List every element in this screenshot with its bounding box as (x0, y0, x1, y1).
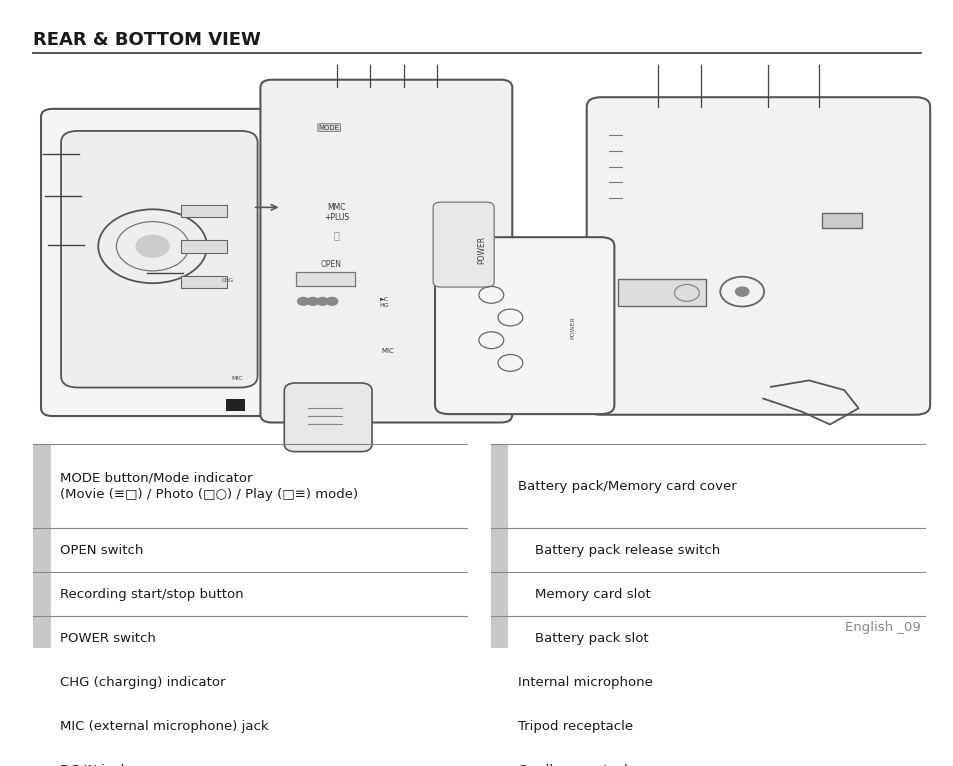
Text: REAR & BOTTOM VIEW: REAR & BOTTOM VIEW (33, 31, 261, 48)
Bar (181, 205, 227, 217)
Bar (181, 276, 227, 288)
Text: MODE: MODE (318, 125, 339, 131)
Circle shape (297, 297, 309, 305)
Text: Tripod receptacle: Tripod receptacle (517, 720, 633, 733)
Circle shape (135, 234, 170, 258)
Text: ⬛: ⬛ (334, 231, 339, 241)
Text: Memory card slot: Memory card slot (517, 588, 650, 601)
Text: MMC
+PLUS: MMC +PLUS (324, 203, 349, 222)
Circle shape (326, 297, 337, 305)
Text: Cradle receptacle: Cradle receptacle (517, 764, 636, 766)
Bar (491, 444, 508, 660)
Text: Battery pack slot: Battery pack slot (517, 632, 648, 645)
Text: MIC (external microphone) jack: MIC (external microphone) jack (60, 720, 269, 733)
Bar (295, 272, 355, 286)
Circle shape (316, 297, 328, 305)
Text: English _09: English _09 (844, 620, 920, 633)
Text: MIC: MIC (381, 349, 394, 354)
FancyBboxPatch shape (61, 131, 257, 388)
FancyBboxPatch shape (433, 202, 494, 287)
Text: CHG: CHG (221, 278, 233, 283)
Bar (226, 398, 245, 411)
FancyBboxPatch shape (586, 97, 929, 414)
Text: OPEN: OPEN (320, 260, 341, 269)
Text: Battery pack/Memory card cover: Battery pack/Memory card cover (517, 480, 736, 493)
Text: POWER switch: POWER switch (60, 632, 155, 645)
Bar (821, 212, 862, 228)
FancyBboxPatch shape (435, 237, 614, 414)
Text: MODE button/Mode indicator
(Movie (≡□) / Photo (□○) / Play (□≡) mode): MODE button/Mode indicator (Movie (≡□) /… (60, 471, 358, 501)
Text: DC IN jack: DC IN jack (60, 764, 129, 766)
Text: CHG (charging) indicator: CHG (charging) indicator (60, 676, 225, 689)
Text: POWER: POWER (570, 316, 575, 339)
FancyBboxPatch shape (260, 80, 512, 423)
Circle shape (307, 297, 318, 305)
Text: MIC: MIC (232, 376, 243, 381)
Text: Recording start/stop button: Recording start/stop button (60, 588, 243, 601)
FancyBboxPatch shape (284, 383, 372, 452)
Text: OPEN switch: OPEN switch (60, 544, 143, 557)
Bar (33, 444, 51, 766)
Text: Battery pack release switch: Battery pack release switch (517, 544, 720, 557)
Text: POWER: POWER (476, 235, 485, 264)
FancyBboxPatch shape (41, 109, 274, 416)
Bar (181, 241, 227, 253)
Bar (618, 279, 705, 306)
Text: Internal microphone: Internal microphone (517, 676, 652, 689)
Text: ►C
HG: ►C HG (379, 296, 389, 307)
Circle shape (735, 287, 748, 296)
